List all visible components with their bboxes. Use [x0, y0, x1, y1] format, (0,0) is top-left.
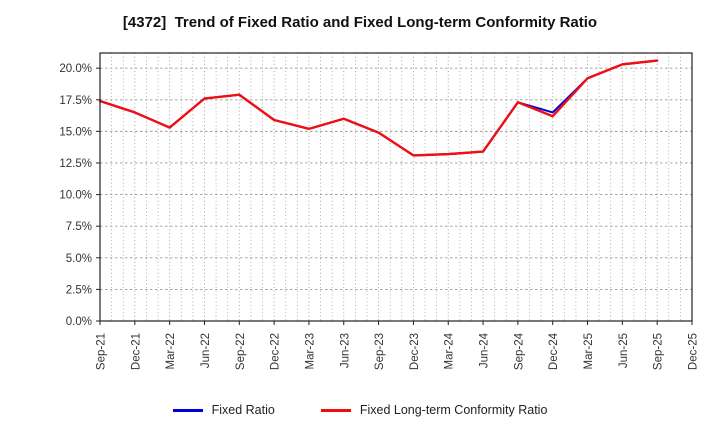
y-tick-label: 20.0% [59, 63, 92, 75]
x-tick-label: Dec-21 [130, 333, 142, 370]
x-tick-label: Sep-23 [374, 333, 386, 370]
series-line-fixed-long-term-conformity-ratio [98, 59, 659, 157]
y-tick-label: 10.0% [59, 190, 92, 202]
y-tick-label: 5.0% [66, 253, 92, 265]
y-tick-label: 15.0% [59, 126, 92, 138]
x-tick-label: Mar-24 [444, 332, 456, 369]
x-tick-label: Mar-25 [583, 333, 595, 369]
legend-line-swatch-blue [172, 408, 203, 412]
x-tick-label: Sep-21 [96, 333, 108, 370]
x-tick-label: Jun-25 [618, 333, 630, 368]
x-tick-label: Dec-25 [688, 333, 700, 370]
legend-item-fixed-ratio: Fixed Ratio [172, 403, 275, 417]
chart-legend: Fixed Ratio Fixed Long-term Conformity R… [0, 403, 720, 417]
x-tick-label: Sep-25 [653, 333, 665, 370]
x-tick-label: Dec-22 [270, 333, 282, 370]
chart-title: [4372] Trend of Fixed Ratio and Fixed Lo… [122, 14, 598, 31]
chart-plot-area: 0.0% 2.5% 5.0% 7.5% 10.0% 12.5% 15.0% 17.5% 20.0… [59, 52, 700, 370]
x-tick-label: Jun-24 [479, 332, 491, 368]
y-tick-label: 12.5% [59, 158, 92, 170]
x-tick-label: Dec-24 [548, 332, 560, 370]
x-tick-label: Jun-22 [200, 333, 212, 368]
y-tick-label: 0.0% [66, 316, 92, 328]
x-tick-label: Mar-23 [304, 333, 316, 369]
x-tick-label: Jun-23 [339, 333, 351, 368]
plot-border [99, 52, 693, 322]
legend-line-swatch-red [320, 408, 351, 412]
legend-label: Fixed Long-term Conformity Ratio [359, 403, 548, 417]
y-tick-label: 7.5% [66, 221, 92, 233]
y-tick-label: 2.5% [66, 284, 92, 296]
x-tick-label: Sep-24 [513, 332, 525, 370]
y-tick-label: 17.5% [59, 95, 92, 107]
legend-item-fixed-long-term-conformity-ratio: Fixed Long-term Conformity Ratio [320, 403, 548, 417]
legend-label: Fixed Ratio [211, 403, 275, 417]
x-tick-label: Dec-23 [409, 333, 421, 370]
x-tick-label: Mar-22 [165, 333, 177, 369]
x-tick-label: Sep-22 [235, 333, 247, 370]
